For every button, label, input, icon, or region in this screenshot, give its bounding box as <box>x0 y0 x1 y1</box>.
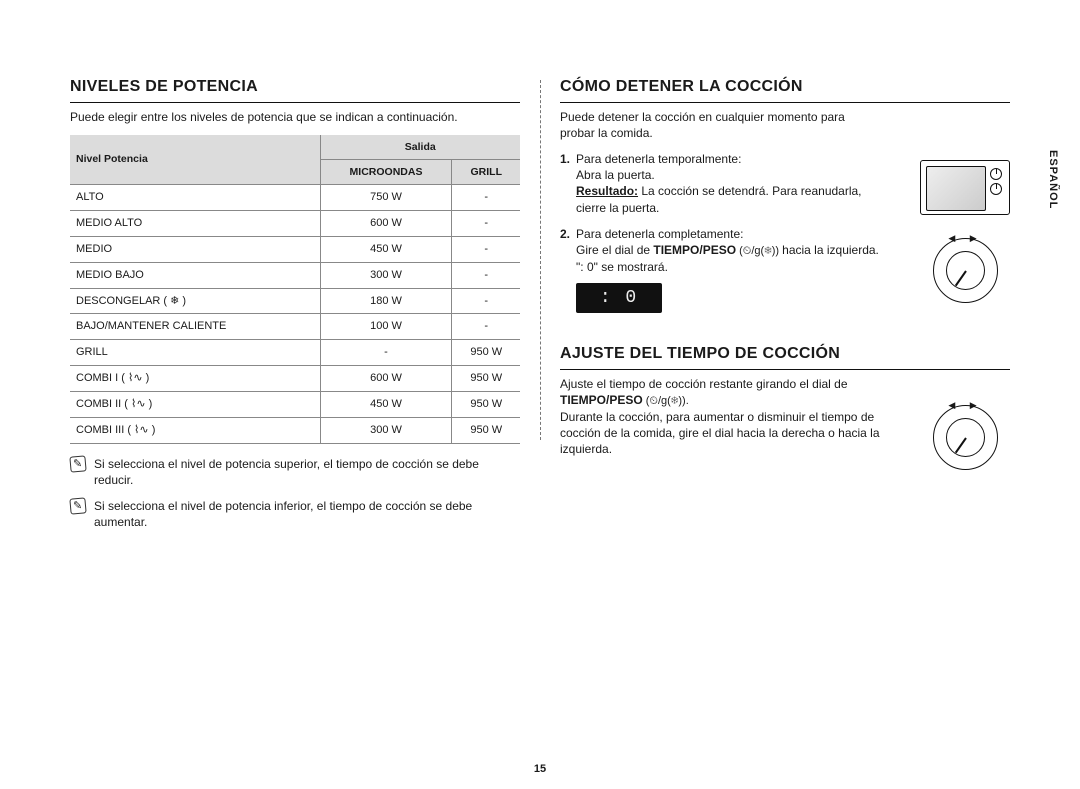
cell-microwave: 300 W <box>320 417 452 443</box>
cell-grill: - <box>452 210 520 236</box>
table-row: GRILL-950 W <box>70 340 520 366</box>
col-header-output: Salida <box>320 135 520 160</box>
table-row: COMBI II ( ⌇∿ )450 W950 W <box>70 391 520 417</box>
table-row: MEDIO450 W- <box>70 236 520 262</box>
table-row: MEDIO BAJO300 W- <box>70 262 520 288</box>
cell-microwave: 450 W <box>320 236 452 262</box>
cell-level: DESCONGELAR ( ❄ ) <box>70 288 320 314</box>
cell-level: ALTO <box>70 185 320 211</box>
cell-level: GRILL <box>70 340 320 366</box>
step-item: 2. Para detenerla completamente: Gire el… <box>560 226 880 313</box>
power-levels-table: Nivel Potencia Salida MICROONDAS GRILL A… <box>70 135 520 444</box>
power-levels-heading: NIVELES DE POTENCIA <box>70 76 520 103</box>
step-item: 1. Para detenerla temporalmente: Abra la… <box>560 151 880 216</box>
symbol-group: (⏲/g(❄)) <box>736 245 782 257</box>
cell-level: MEDIO BAJO <box>70 262 320 288</box>
note-item: Si selecciona el nivel de potencia super… <box>70 456 520 488</box>
cell-microwave: 450 W <box>320 391 452 417</box>
cell-grill: 950 W <box>452 340 520 366</box>
right-column: CÓMO DETENER LA COCCIÓN Puede detener la… <box>540 40 1010 740</box>
cell-microwave: 100 W <box>320 314 452 340</box>
note-item: Si selecciona el nivel de potencia infer… <box>70 498 520 530</box>
cell-grill: - <box>452 314 520 340</box>
cell-microwave: 300 W <box>320 262 452 288</box>
text-line: Ajuste el tiempo de cocción restante gir… <box>560 377 848 391</box>
cell-grill: - <box>452 288 520 314</box>
result-label: Resultado: <box>576 184 638 198</box>
note-text: Si selecciona el nivel de potencia infer… <box>94 498 520 530</box>
step-number: 1. <box>560 151 570 216</box>
col-header-level: Nivel Potencia <box>70 135 320 185</box>
cell-level: MEDIO ALTO <box>70 210 320 236</box>
table-row: COMBI I ( ⌇∿ )600 W950 W <box>70 366 520 392</box>
display-readout: : 0 <box>576 283 662 313</box>
cell-microwave: 180 W <box>320 288 452 314</box>
note-icon <box>69 455 86 472</box>
note-text: Si selecciona el nivel de potencia super… <box>94 456 520 488</box>
symbol-group: (⏲/g(❄)). <box>643 395 689 407</box>
cell-microwave: 750 W <box>320 185 452 211</box>
table-row: DESCONGELAR ( ❄ )180 W- <box>70 288 520 314</box>
text-fragment: Gire el dial de <box>576 243 653 257</box>
manual-page: NIVELES DE POTENCIA Puede elegir entre l… <box>70 40 1010 740</box>
adjust-time-heading: AJUSTE DEL TIEMPO DE COCCIÓN <box>560 343 1010 370</box>
table-row: COMBI III ( ⌇∿ )300 W950 W <box>70 417 520 443</box>
text-line: Durante la cocción, para aumentar o dism… <box>560 410 880 456</box>
bold-term: TIEMPO/PESO <box>560 393 643 407</box>
stop-cooking-heading: CÓMO DETENER LA COCCIÓN <box>560 76 1010 103</box>
table-row: ALTO750 W- <box>70 185 520 211</box>
step-body: Para detenerla temporalmente: Abra la pu… <box>576 151 880 216</box>
cell-microwave: 600 W <box>320 210 452 236</box>
bold-term: TIEMPO/PESO <box>653 243 736 257</box>
dial-illustration: ◀ ▶ <box>933 238 998 303</box>
step-body: Para detenerla completamente: Gire el di… <box>576 226 879 313</box>
note-icon <box>69 497 86 514</box>
stop-steps: 1. Para detenerla temporalmente: Abra la… <box>560 151 880 313</box>
dial-illustration: ◀ ▶ <box>933 405 998 470</box>
cell-microwave: 600 W <box>320 366 452 392</box>
cell-level: COMBI III ( ⌇∿ ) <box>70 417 320 443</box>
sub-header-grill: GRILL <box>452 159 520 184</box>
stop-cooking-intro: Puede detener la cocción en cualquier mo… <box>560 109 880 141</box>
cell-grill: 950 W <box>452 391 520 417</box>
step-number: 2. <box>560 226 570 313</box>
left-column: NIVELES DE POTENCIA Puede elegir entre l… <box>70 40 540 740</box>
step-line: ": 0" se mostrará. <box>576 260 668 274</box>
step-line: Para detenerla completamente: <box>576 227 743 241</box>
cell-microwave: - <box>320 340 452 366</box>
cell-level: COMBI I ( ⌇∿ ) <box>70 366 320 392</box>
microwave-illustration <box>920 160 1010 215</box>
table-row: MEDIO ALTO600 W- <box>70 210 520 236</box>
language-tab: ESPAÑOL <box>1045 150 1060 209</box>
cell-grill: 950 W <box>452 417 520 443</box>
text-fragment: hacia la izquierda. <box>782 243 879 257</box>
cell-level: MEDIO <box>70 236 320 262</box>
cell-grill: - <box>452 185 520 211</box>
cell-level: BAJO/MANTENER CALIENTE <box>70 314 320 340</box>
power-levels-intro: Puede elegir entre los niveles de potenc… <box>70 109 520 125</box>
step-line: Abra la puerta. <box>576 168 655 182</box>
step-line: Gire el dial de TIEMPO/PESO (⏲/g(❄)) hac… <box>576 243 879 257</box>
cell-level: COMBI II ( ⌇∿ ) <box>70 391 320 417</box>
cell-grill: 950 W <box>452 366 520 392</box>
power-notes: Si selecciona el nivel de potencia super… <box>70 456 520 531</box>
step-line: Para detenerla temporalmente: <box>576 152 741 166</box>
page-number: 15 <box>0 762 1080 777</box>
cell-grill: - <box>452 262 520 288</box>
cell-grill: - <box>452 236 520 262</box>
sub-header-microwave: MICROONDAS <box>320 159 452 184</box>
table-row: BAJO/MANTENER CALIENTE100 W- <box>70 314 520 340</box>
adjust-body: Ajuste el tiempo de cocción restante gir… <box>560 376 880 458</box>
